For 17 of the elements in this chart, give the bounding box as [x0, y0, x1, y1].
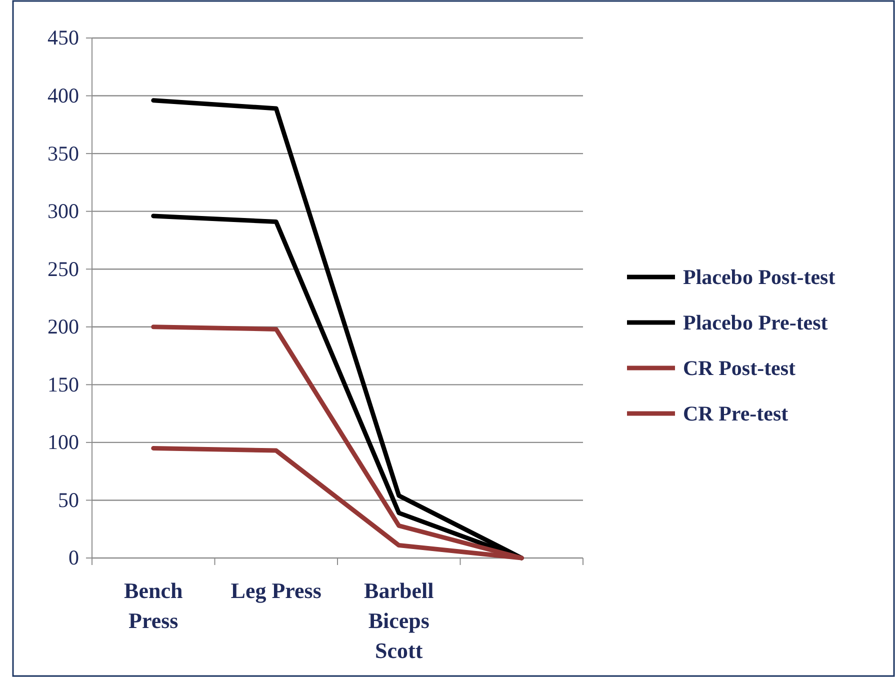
y-tick-label: 100 — [48, 430, 79, 454]
x-tick-label: Bench Press — [124, 578, 183, 633]
x-tick-label: Leg Press — [230, 578, 322, 603]
y-tick-label: 450 — [48, 26, 79, 50]
y-tick-label: 50 — [58, 488, 79, 512]
y-tick-label: 150 — [48, 372, 79, 396]
y-tick-label: 200 — [48, 314, 79, 339]
legend-label: CR Post-test — [683, 356, 796, 380]
y-tick-label: 250 — [48, 256, 79, 281]
y-tick-label: 350 — [48, 141, 79, 166]
y-tick-label: 400 — [48, 84, 79, 108]
legend-label: CR Pre-test — [683, 402, 788, 426]
y-tick-label: 300 — [48, 199, 79, 224]
x-tick-label: Barbell Biceps Scott — [364, 578, 434, 663]
legend-label: Placebo Post-test — [683, 265, 836, 289]
legend-label: Placebo Pre-test — [683, 310, 828, 334]
y-tick-label: 0 — [68, 546, 79, 570]
